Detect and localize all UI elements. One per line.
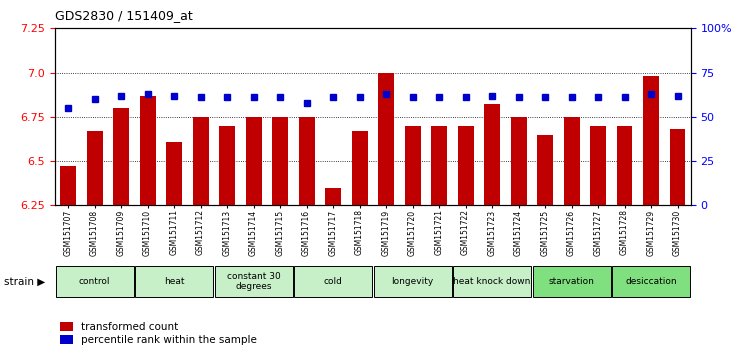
FancyBboxPatch shape xyxy=(612,266,690,297)
Text: starvation: starvation xyxy=(548,277,594,286)
Text: desiccation: desiccation xyxy=(625,277,677,286)
Bar xyxy=(616,126,632,205)
FancyBboxPatch shape xyxy=(56,266,134,297)
Bar xyxy=(458,126,474,205)
Bar xyxy=(192,117,208,205)
Text: heat: heat xyxy=(164,277,184,286)
Bar xyxy=(670,129,686,205)
FancyBboxPatch shape xyxy=(215,266,292,297)
Bar xyxy=(246,117,262,205)
Text: heat knock down: heat knock down xyxy=(453,277,531,286)
Legend: transformed count, percentile rank within the sample: transformed count, percentile rank withi… xyxy=(60,322,257,345)
Bar xyxy=(378,73,394,205)
Bar xyxy=(431,126,447,205)
Bar xyxy=(537,135,553,205)
FancyBboxPatch shape xyxy=(135,266,213,297)
Bar xyxy=(352,131,368,205)
Bar xyxy=(166,142,182,205)
Text: longevity: longevity xyxy=(391,277,433,286)
Bar xyxy=(564,117,580,205)
Bar xyxy=(643,76,659,205)
Bar xyxy=(140,96,156,205)
Bar xyxy=(484,104,500,205)
Text: GDS2830 / 151409_at: GDS2830 / 151409_at xyxy=(55,9,192,22)
Text: cold: cold xyxy=(324,277,343,286)
FancyBboxPatch shape xyxy=(374,266,452,297)
Bar xyxy=(325,188,341,205)
Text: control: control xyxy=(79,277,110,286)
Bar xyxy=(590,126,606,205)
Text: strain ▶: strain ▶ xyxy=(4,276,45,286)
Bar xyxy=(298,117,314,205)
Bar xyxy=(60,166,76,205)
Bar xyxy=(272,117,288,205)
FancyBboxPatch shape xyxy=(453,266,531,297)
Bar xyxy=(113,108,129,205)
Bar xyxy=(404,126,420,205)
Text: constant 30
degrees: constant 30 degrees xyxy=(227,272,281,291)
Bar xyxy=(219,126,235,205)
FancyBboxPatch shape xyxy=(294,266,372,297)
FancyBboxPatch shape xyxy=(533,266,610,297)
Bar xyxy=(86,131,102,205)
Bar xyxy=(510,117,526,205)
